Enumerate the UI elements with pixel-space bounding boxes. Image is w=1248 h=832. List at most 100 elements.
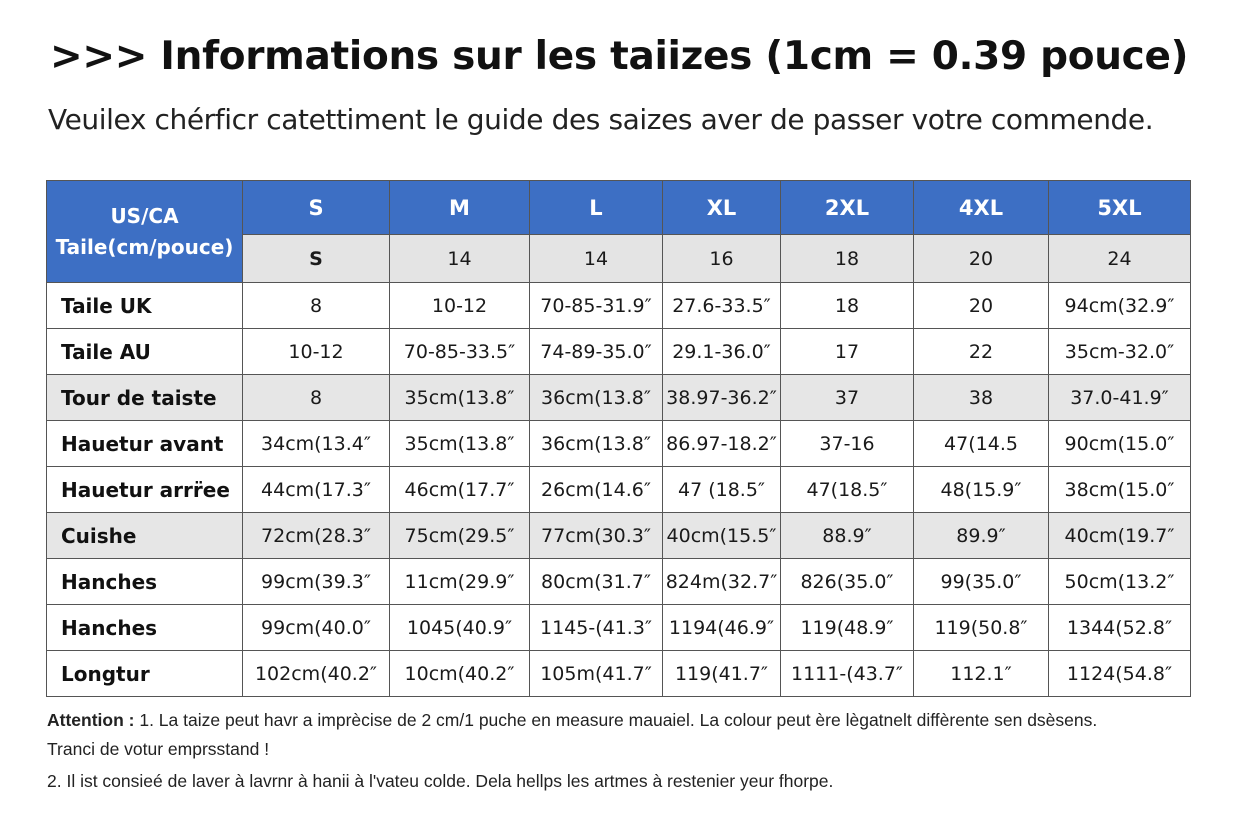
table-cell: 50cm(13.2″ [1048, 558, 1191, 605]
note-line-2: Tranci de votur emprsstand ! [47, 739, 270, 759]
us-size-cell: 14 [529, 234, 663, 283]
table-cell: 10-12 [242, 328, 390, 375]
table-cell: 88.9″ [780, 512, 914, 559]
row-label: Hanches [46, 558, 243, 605]
table-cell: 824m(32.7″ [662, 558, 781, 605]
table-cell: 1145-(41.3″ [529, 604, 663, 651]
table-cell: 119(48.9″ [780, 604, 914, 651]
table-cell: 119(50.8″ [913, 604, 1049, 651]
table-cell: 38.97-36.2″ [662, 374, 781, 421]
table-cell: 8 [242, 282, 390, 329]
table-cell: 112.1″ [913, 650, 1049, 697]
us-size-cell: 14 [389, 234, 530, 283]
table-cell: 70-85-33.5″ [389, 328, 530, 375]
table-cell: 1111-(43.7″ [780, 650, 914, 697]
size-header-5xl: 5XL [1048, 180, 1191, 235]
table-cell: 26cm(14.6″ [529, 466, 663, 513]
table-cell: 10-12 [389, 282, 530, 329]
row-label: Hauetur avant [46, 420, 243, 467]
us-size-cell: 24 [1048, 234, 1191, 283]
table-row: Taile AU 10-12 70-85-33.5″ 74-89-35.0″ 2… [46, 328, 1191, 375]
table-cell: 1124(54.8″ [1048, 650, 1191, 697]
table-row: Hanches 99cm(40.0″ 1045(40.9″ 1145-(41.3… [46, 604, 1191, 651]
size-header-m: M [389, 180, 530, 235]
size-header-corner: US/CA Taile(cm/pouce) [46, 180, 243, 283]
table-cell: 48(15.9″ [913, 466, 1049, 513]
table-row: Longtur 102cm(40.2″ 10cm(40.2″ 105m(41.7… [46, 650, 1191, 697]
table-cell: 47 (18.5″ [662, 466, 781, 513]
table-cell: 40cm(19.7″ [1048, 512, 1191, 559]
table-cell: 77cm(30.3″ [529, 512, 663, 559]
table-cell: 10cm(40.2″ [389, 650, 530, 697]
table-cell: 20 [913, 282, 1049, 329]
row-label: Tour de taiste [46, 374, 243, 421]
row-label: Taile UK [46, 282, 243, 329]
us-size-cell: 16 [662, 234, 781, 283]
table-cell: 11cm(29.9″ [389, 558, 530, 605]
table-cell: 36cm(13.8″ [529, 374, 663, 421]
table-cell: 37.0-41.9″ [1048, 374, 1191, 421]
table-cell: 44cm(17.3″ [242, 466, 390, 513]
table-cell: 94cm(32.9″ [1048, 282, 1191, 329]
table-cell: 1344(52.8″ [1048, 604, 1191, 651]
row-label: Taile AU [46, 328, 243, 375]
table-cell: 1194(46.9″ [662, 604, 781, 651]
row-label: Hauetur arrr̈ee [46, 466, 243, 513]
table-cell: 70-85-31.9″ [529, 282, 663, 329]
note-line-3: 2. Il ist consieé de laver à lavrnr à ha… [47, 771, 834, 791]
table-cell: 89.9″ [913, 512, 1049, 559]
table-cell: 40cm(15.5″ [662, 512, 781, 559]
size-header-xl: XL [662, 180, 781, 235]
table-cell: 35cm-32.0″ [1048, 328, 1191, 375]
table-cell: 38cm(15.0″ [1048, 466, 1191, 513]
table-cell: 72cm(28.3″ [242, 512, 390, 559]
table-cell: 105m(41.7″ [529, 650, 663, 697]
table-cell: 46cm(17.7″ [389, 466, 530, 513]
row-label: Hanches [46, 604, 243, 651]
us-size-cell: S [242, 234, 390, 283]
table-cell: 47(14.5 [913, 420, 1049, 467]
note-text-1: 1. La taize peut havr a imprècise de 2 c… [134, 710, 1098, 730]
page-subtitle: Veuilex chérficr catettiment le guide de… [48, 103, 1154, 136]
attention-label: Attention : [47, 710, 135, 730]
table-cell: 99(35.0″ [913, 558, 1049, 605]
table-cell: 35cm(13.8″ [389, 420, 530, 467]
table-cell: 38 [913, 374, 1049, 421]
table-row: Hauetur avant 34cm(13.4″ 35cm(13.8″ 36cm… [46, 420, 1191, 467]
table-cell: 74-89-35.0″ [529, 328, 663, 375]
table-cell: 29.1-36.0″ [662, 328, 781, 375]
table-cell: 8 [242, 374, 390, 421]
table-cell: 99cm(39.3″ [242, 558, 390, 605]
row-label: Longtur [46, 650, 243, 697]
row-label: Cuishe [46, 512, 243, 559]
size-header-l: L [529, 180, 663, 235]
table-cell: 86.97-18.2″ [662, 420, 781, 467]
table-cell: 1045(40.9″ [389, 604, 530, 651]
table-cell: 47(18.5″ [780, 466, 914, 513]
table-cell: 80cm(31.7″ [529, 558, 663, 605]
size-header-s: S [242, 180, 390, 235]
us-size-cell: 18 [780, 234, 914, 283]
table-cell: 36cm(13.8″ [529, 420, 663, 467]
table-cell: 22 [913, 328, 1049, 375]
table-cell: 99cm(40.0″ [242, 604, 390, 651]
corner-unit-label: Taile(cm/pouce) [55, 234, 234, 259]
table-cell: 17 [780, 328, 914, 375]
size-header-4xl: 4XL [913, 180, 1049, 235]
table-row: Cuishe 72cm(28.3″ 75cm(29.5″ 77cm(30.3″ … [46, 512, 1191, 559]
us-size-cell: 20 [913, 234, 1049, 283]
table-cell: 119(41.7″ [662, 650, 781, 697]
table-cell: 826(35.0″ [780, 558, 914, 605]
table-cell: 102cm(40.2″ [242, 650, 390, 697]
table-cell: 75cm(29.5″ [389, 512, 530, 559]
table-cell: 18 [780, 282, 914, 329]
table-cell: 37-16 [780, 420, 914, 467]
corner-region-label: US/CA [110, 203, 179, 228]
table-cell: 90cm(15.0″ [1048, 420, 1191, 467]
size-header-2xl: 2XL [780, 180, 914, 235]
table-cell: 27.6-33.5″ [662, 282, 781, 329]
table-row: Tour de taiste 8 35cm(13.8″ 36cm(13.8″ 3… [46, 374, 1191, 421]
table-row: Hanches 99cm(39.3″ 11cm(29.9″ 80cm(31.7″… [46, 558, 1191, 605]
table-cell: 35cm(13.8″ [389, 374, 530, 421]
table-cell: 34cm(13.4″ [242, 420, 390, 467]
